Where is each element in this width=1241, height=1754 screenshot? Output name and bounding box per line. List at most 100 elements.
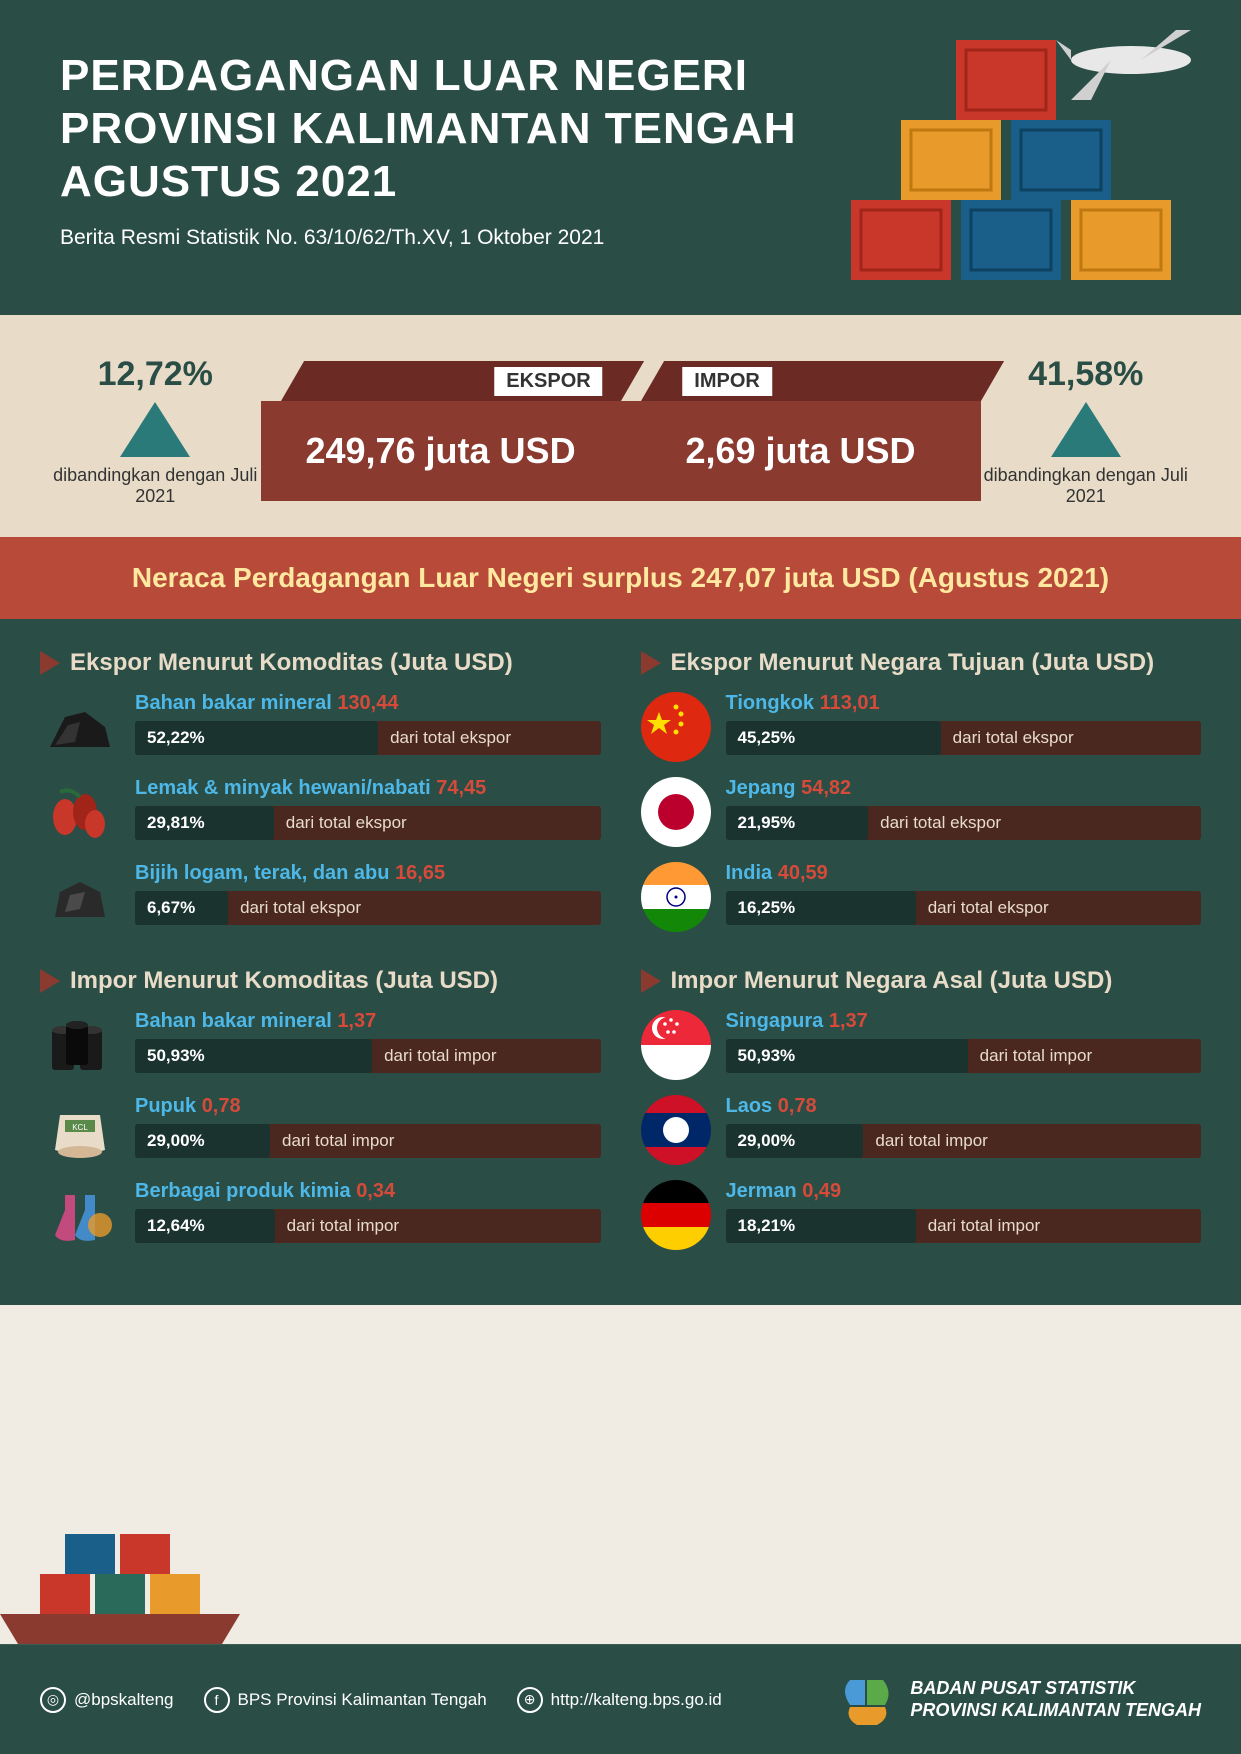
up-triangle-icon xyxy=(120,402,190,457)
section-ekspor-negara: Ekspor Menurut Negara Tujuan (Juta USD) … xyxy=(641,649,1202,947)
data-item: Lemak & minyak hewani/nabati 74,45 29,81… xyxy=(40,777,601,847)
impor-value: 2,69 juta USD xyxy=(621,401,981,501)
ekspor-tag: EKSPOR xyxy=(493,367,601,396)
pct-sub: dari total ekspor xyxy=(953,728,1074,748)
data-item: Berbagai produk kimia 0,34 12,64% dari t… xyxy=(40,1180,601,1250)
pct-bar: 50,93% dari total impor xyxy=(135,1039,601,1073)
pct-value: 12,64% xyxy=(135,1209,275,1243)
instagram-link[interactable]: ◎ @bpskalteng xyxy=(40,1687,174,1713)
pct-sub: dari total impor xyxy=(980,1046,1092,1066)
pct-bar: 29,81% dari total ekspor xyxy=(135,806,601,840)
impor-comp: dibandingkan dengan Juli 2021 xyxy=(981,465,1192,507)
pct-bar: 29,00% dari total impor xyxy=(726,1124,1202,1158)
item-value: 1,37 xyxy=(829,1010,868,1032)
item-label: Bijih logam, terak, dan abu xyxy=(135,862,390,884)
item-value: 130,44 xyxy=(337,692,398,714)
section-title: Ekspor Menurut Komoditas (Juta USD) xyxy=(70,649,513,677)
impor-box: IMPOR 2,69 juta USD xyxy=(621,361,981,501)
pct-value: 18,21% xyxy=(726,1209,916,1243)
pct-sub: dari total ekspor xyxy=(286,813,407,833)
pct-sub: dari total ekspor xyxy=(880,813,1001,833)
item-value: 0,78 xyxy=(778,1095,817,1117)
flag-singapore-icon xyxy=(641,1010,711,1080)
section-title: Impor Menurut Negara Asal (Juta USD) xyxy=(671,967,1113,995)
flag-germany-icon xyxy=(641,1180,711,1250)
data-item: Bahan bakar mineral 130,44 52,22% dari t… xyxy=(40,692,601,762)
section-title: Ekspor Menurut Negara Tujuan (Juta USD) xyxy=(671,649,1155,677)
palm-icon xyxy=(40,777,120,847)
pct-bar: 12,64% dari total impor xyxy=(135,1209,601,1243)
pct-bar: 52,22% dari total ekspor xyxy=(135,721,601,755)
ekspor-value: 249,76 juta USD xyxy=(261,401,621,501)
header: PERDAGANGAN LUAR NEGERI PROVINSI KALIMAN… xyxy=(0,0,1241,315)
svg-text:KCL: KCL xyxy=(72,1123,88,1132)
item-label: Lemak & minyak hewani/nabati xyxy=(135,777,431,799)
facebook-link[interactable]: f BPS Provinsi Kalimantan Tengah xyxy=(204,1687,487,1713)
pct-sub: dari total ekspor xyxy=(928,898,1049,918)
instagram-handle: @bpskalteng xyxy=(74,1690,174,1710)
impor-change: 41,58% dibandingkan dengan Juli 2021 xyxy=(981,355,1192,507)
item-value: 1,37 xyxy=(337,1010,376,1032)
section-ekspor-komoditas: Ekspor Menurut Komoditas (Juta USD) Baha… xyxy=(40,649,601,947)
item-label: Jerman xyxy=(726,1180,797,1202)
pct-value: 29,00% xyxy=(726,1124,864,1158)
impor-tag: IMPOR xyxy=(682,367,772,396)
pct-bar: 6,67% dari total ekspor xyxy=(135,891,601,925)
ore-icon xyxy=(40,862,120,932)
instagram-icon: ◎ xyxy=(40,1687,66,1713)
flag-japan-icon xyxy=(641,777,711,847)
pct-bar: 16,25% dari total ekspor xyxy=(726,891,1202,925)
item-value: 113,01 xyxy=(820,692,880,714)
item-label: Laos xyxy=(726,1095,773,1117)
pct-value: 29,00% xyxy=(135,1124,270,1158)
item-value: 0,78 xyxy=(202,1095,241,1117)
pct-sub: dari total impor xyxy=(287,1216,399,1236)
barrel-icon xyxy=(40,1010,120,1080)
pct-value: 16,25% xyxy=(726,891,916,925)
arrow-right-icon xyxy=(641,651,661,675)
containers-illustration xyxy=(811,30,1211,290)
web-link[interactable]: ⊕http://kalteng.bps.go.id xyxy=(517,1687,722,1713)
data-item: Singapura 1,37 50,93% dari total impor xyxy=(641,1010,1202,1080)
details-grid: Ekspor Menurut Komoditas (Juta USD) Baha… xyxy=(0,619,1241,1305)
flag-china-icon xyxy=(641,692,711,762)
pct-sub: dari total impor xyxy=(928,1216,1040,1236)
title-line1: PERDAGANGAN LUAR NEGERI xyxy=(60,51,748,100)
item-value: 0,49 xyxy=(802,1180,841,1202)
sack-icon: KCL xyxy=(40,1095,120,1165)
item-value: 54,82 xyxy=(801,777,851,799)
arrow-right-icon xyxy=(40,651,60,675)
pct-value: 6,67% xyxy=(135,891,228,925)
item-label: Bahan bakar mineral xyxy=(135,1010,332,1032)
pct-sub: dari total impor xyxy=(384,1046,496,1066)
facebook-name: BPS Provinsi Kalimantan Tengah xyxy=(238,1690,487,1710)
pct-value: 21,95% xyxy=(726,806,869,840)
item-label: Berbagai produk kimia xyxy=(135,1180,351,1202)
item-label: Tiongkok xyxy=(726,692,815,714)
data-item: KCL Pupuk 0,78 29,00% dari total impor xyxy=(40,1095,601,1165)
pct-sub: dari total ekspor xyxy=(240,898,361,918)
item-value: 74,45 xyxy=(436,777,486,799)
ekspor-pct: 12,72% xyxy=(50,355,261,394)
data-item: Bijih logam, terak, dan abu 16,65 6,67% … xyxy=(40,862,601,932)
arrow-right-icon xyxy=(40,969,60,993)
footer: ◎ @bpskalteng f BPS Provinsi Kalimantan Te… xyxy=(0,1644,1241,1754)
globe-icon: ⊕ xyxy=(517,1687,543,1713)
section-impor-negara: Impor Menurut Negara Asal (Juta USD) Sin… xyxy=(641,967,1202,1265)
up-triangle-icon xyxy=(1051,402,1121,457)
facebook-icon: f xyxy=(204,1687,230,1713)
pct-value: 52,22% xyxy=(135,721,378,755)
data-item: India 40,59 16,25% dari total ekspor xyxy=(641,862,1202,932)
section-title: Impor Menurut Komoditas (Juta USD) xyxy=(70,967,498,995)
pct-bar: 45,25% dari total ekspor xyxy=(726,721,1202,755)
org-line2: PROVINSI KALIMANTAN TENGAH xyxy=(910,1700,1201,1722)
flask-icon xyxy=(40,1180,120,1250)
pct-sub: dari total ekspor xyxy=(390,728,511,748)
pct-sub: dari total impor xyxy=(875,1131,987,1151)
impor-pct: 41,58% xyxy=(981,355,1192,394)
pct-sub: dari total impor xyxy=(282,1131,394,1151)
org-line1: BADAN PUSAT STATISTIK xyxy=(910,1678,1201,1700)
pct-bar: 50,93% dari total impor xyxy=(726,1039,1202,1073)
title-line3: AGUSTUS 2021 xyxy=(60,157,397,206)
pct-value: 50,93% xyxy=(135,1039,372,1073)
